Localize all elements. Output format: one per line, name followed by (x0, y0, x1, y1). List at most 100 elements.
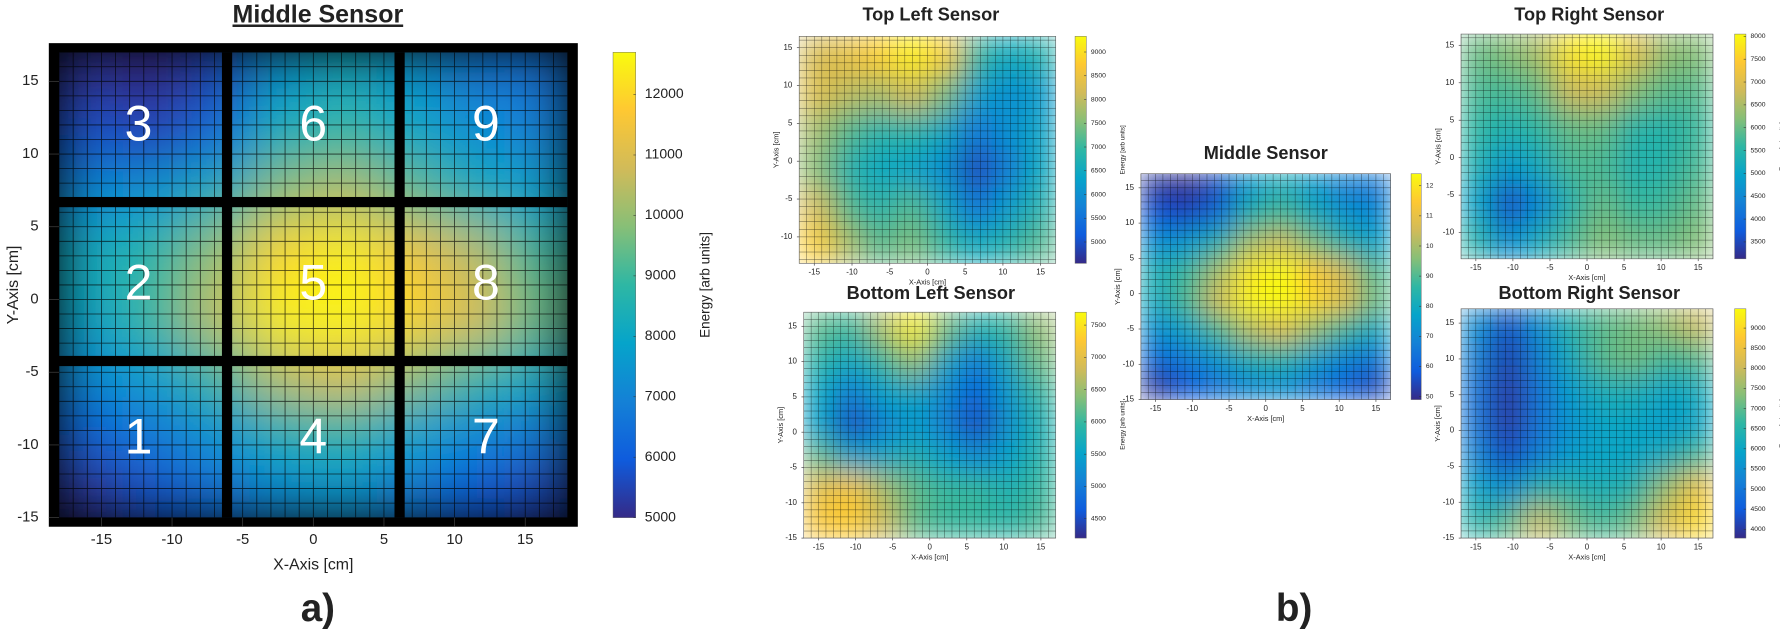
x-axis-label: X-Axis [cm] (909, 278, 946, 287)
heat-cell (866, 376, 899, 410)
heat-cell (1524, 34, 1557, 73)
x-tick-label: 5 (1622, 542, 1627, 551)
heat-cell (898, 441, 931, 475)
colorbar-tick-label: 10 (1426, 243, 1434, 250)
heat-cell (1461, 439, 1494, 474)
heat-cell (1524, 341, 1557, 375)
chart-title: Top Right Sensor (1514, 5, 1664, 25)
colorbar-tick-label: 7500 (1750, 56, 1765, 63)
colorbar-tick-label: 5500 (1091, 451, 1106, 458)
heatmap (1461, 34, 1714, 259)
heat-cell (1265, 258, 1298, 288)
colorbar-tick-label: 6000 (1091, 419, 1106, 426)
heat-cell (1234, 201, 1267, 231)
heat-cell (961, 505, 994, 539)
x-tick-label: 0 (928, 542, 933, 551)
heat-cell (1203, 371, 1236, 400)
heat-cell (929, 505, 962, 539)
heat-cell (927, 112, 961, 151)
y-tick-label: 15 (784, 43, 793, 52)
colorbar-tick-label: 7000 (1750, 79, 1765, 86)
heat-cell (1492, 472, 1525, 506)
x-tick-label: -10 (1507, 542, 1519, 551)
colorbar-tick-label: 4500 (1091, 516, 1106, 523)
heat-cell (1587, 183, 1620, 222)
heat-cell (1359, 314, 1391, 344)
heat-cell (799, 187, 832, 227)
heat-cell (1296, 258, 1329, 288)
y-tick-label: -10 (781, 232, 793, 241)
heat-cell (831, 36, 864, 75)
heat-cell (863, 225, 896, 264)
y-tick-label: 0 (792, 427, 797, 436)
colorbar (1074, 36, 1087, 264)
heat-cell (1172, 173, 1204, 203)
chart-title: Bottom Right Sensor (1499, 283, 1681, 303)
heat-cell (1140, 286, 1173, 316)
heat-cell (961, 441, 994, 475)
heat-cell (1023, 225, 1056, 264)
region-separator (59, 355, 568, 367)
heat-cell (1618, 34, 1651, 73)
heat-cell (1587, 71, 1620, 110)
x-tick-label: -5 (1546, 542, 1554, 551)
plot-border (803, 311, 1057, 539)
heat-cell (1618, 439, 1651, 474)
heat-cell (1555, 183, 1588, 222)
heat-cell (1524, 108, 1557, 148)
colorbar-tick-label: 8000 (645, 327, 676, 343)
heat-cell (1650, 221, 1683, 259)
heat-cell (1140, 258, 1173, 288)
heat-cell (803, 441, 836, 475)
heatmap-clip (1140, 173, 1391, 400)
heat-cell (1461, 34, 1494, 73)
heat-cell (1618, 341, 1651, 375)
heat-cell (1650, 439, 1683, 474)
heat-cell (1587, 308, 1620, 343)
heat-cell (835, 344, 868, 378)
heat-cell (1265, 343, 1298, 372)
colorbar (1410, 173, 1422, 400)
colorbar-tick-label: 5500 (1091, 215, 1106, 222)
heat-cell (1234, 258, 1267, 288)
heatmap-clip (1461, 34, 1714, 259)
x-tick-label: -15 (813, 542, 825, 551)
heat-cell (1650, 146, 1683, 185)
heat-cell (1587, 341, 1620, 375)
heat-cell (1140, 343, 1173, 372)
heat-cell (799, 74, 832, 113)
panel-label: b) (1276, 587, 1312, 630)
heat-cell (1587, 407, 1620, 441)
colorbar-tick-label: 4500 (1750, 506, 1765, 513)
colorbar-tick-label: 6000 (1750, 124, 1765, 131)
x-tick-label: -5 (1225, 404, 1233, 413)
heat-cell (1461, 71, 1494, 110)
heat-cell (959, 225, 993, 264)
y-tick-label: -5 (1447, 190, 1455, 199)
heat-cell (1024, 441, 1056, 475)
region-separator (221, 52, 233, 518)
heat-cell (1296, 371, 1329, 400)
heat-cell (1359, 201, 1391, 231)
x-tick-label: 10 (446, 532, 462, 548)
heat-cell (1587, 108, 1620, 148)
heat-cell (1650, 407, 1683, 441)
x-tick-label: 10 (1657, 263, 1666, 272)
heat-cell (929, 409, 962, 442)
y-tick-label: 0 (1130, 289, 1135, 298)
x-axis-label: X-Axis [cm] (911, 552, 948, 561)
x-tick-label: 15 (1694, 263, 1703, 272)
colorbar-tick-label: 6500 (1091, 168, 1106, 175)
x-axis-label: X-Axis [cm] (1568, 552, 1605, 561)
heat-cell (1024, 505, 1056, 539)
y-tick-label: 0 (788, 156, 793, 165)
colorbar-tick-label: 11 (1426, 213, 1433, 220)
y-tick-label: 5 (1450, 390, 1455, 399)
heat-cell (1172, 371, 1204, 400)
heat-cell (1555, 374, 1588, 408)
heat-cell (929, 344, 962, 378)
region-separator (394, 52, 405, 518)
heat-cell (1359, 230, 1391, 259)
y-tick-label: 15 (1125, 183, 1134, 192)
region-label: 4 (299, 409, 327, 465)
